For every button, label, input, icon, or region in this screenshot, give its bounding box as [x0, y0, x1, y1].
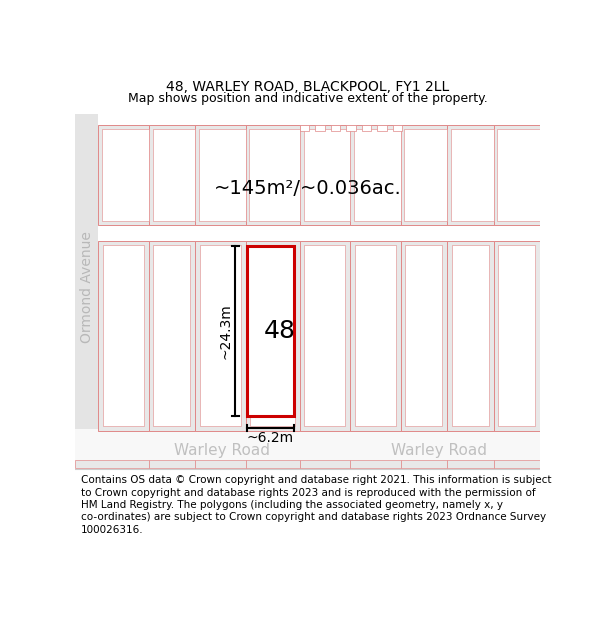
Bar [498, 245, 535, 426]
Bar [401, 125, 447, 225]
Bar [75, 429, 540, 460]
Bar [300, 460, 350, 468]
Bar [405, 245, 442, 426]
Bar [250, 129, 300, 221]
Bar [447, 460, 493, 468]
Bar [493, 125, 540, 225]
Bar [452, 245, 489, 426]
Bar [493, 460, 540, 468]
Bar [153, 245, 190, 426]
Text: co-ordinates) are subject to Crown copyright and database rights 2023 Ordnance S: co-ordinates) are subject to Crown copyr… [81, 512, 547, 522]
Bar [447, 125, 493, 225]
Bar [354, 129, 401, 221]
Bar [98, 125, 149, 225]
Bar [199, 129, 245, 221]
Bar [304, 129, 350, 221]
Bar [103, 245, 144, 426]
Bar [350, 125, 401, 225]
Text: Warley Road: Warley Road [174, 443, 270, 458]
Bar [497, 129, 540, 221]
Bar [404, 129, 447, 221]
Text: HM Land Registry. The polygons (including the associated geometry, namely x, y: HM Land Registry. The polygons (includin… [81, 500, 503, 510]
Bar [493, 241, 540, 431]
Bar [200, 245, 241, 426]
Bar [393, 125, 402, 131]
Text: Warley Road: Warley Road [391, 443, 487, 458]
Text: ~145m²/~0.036ac.: ~145m²/~0.036ac. [214, 179, 401, 199]
Bar [75, 114, 98, 460]
Text: 48: 48 [263, 319, 296, 342]
Bar [152, 129, 195, 221]
Bar [315, 125, 325, 131]
Text: 100026316.: 100026316. [81, 524, 144, 534]
Text: ~6.2m: ~6.2m [247, 431, 294, 446]
Bar [331, 125, 340, 131]
Bar [195, 125, 245, 225]
Bar [377, 125, 386, 131]
Bar [245, 241, 300, 431]
Bar [355, 245, 396, 426]
Bar [98, 241, 149, 431]
Bar [447, 241, 493, 431]
Bar [300, 125, 309, 131]
Text: Contains OS data © Crown copyright and database right 2021. This information is : Contains OS data © Crown copyright and d… [81, 476, 552, 486]
Text: Map shows position and indicative extent of the property.: Map shows position and indicative extent… [128, 92, 487, 104]
Text: 48, WARLEY ROAD, BLACKPOOL, FY1 2LL: 48, WARLEY ROAD, BLACKPOOL, FY1 2LL [166, 79, 449, 94]
Bar [149, 460, 195, 468]
Bar [300, 241, 350, 431]
Bar [102, 129, 149, 221]
Bar [300, 125, 350, 225]
Bar [195, 460, 245, 468]
Text: Ormond Avenue: Ormond Avenue [80, 231, 94, 342]
Bar [346, 125, 356, 131]
Bar [304, 245, 346, 426]
Bar [149, 125, 195, 225]
Bar [247, 246, 293, 416]
Text: to Crown copyright and database rights 2023 and is reproduced with the permissio: to Crown copyright and database rights 2… [81, 488, 536, 498]
Bar [350, 460, 401, 468]
Bar [245, 125, 300, 225]
Bar [250, 245, 295, 426]
Bar [149, 241, 195, 431]
Bar [401, 460, 447, 468]
Text: ~24.3m: ~24.3m [218, 302, 232, 359]
Bar [350, 241, 401, 431]
Bar [245, 460, 300, 468]
Bar [75, 114, 540, 460]
Bar [195, 241, 245, 431]
Bar [362, 125, 371, 131]
Bar [401, 241, 447, 431]
Bar [451, 129, 493, 221]
Bar [75, 460, 149, 468]
